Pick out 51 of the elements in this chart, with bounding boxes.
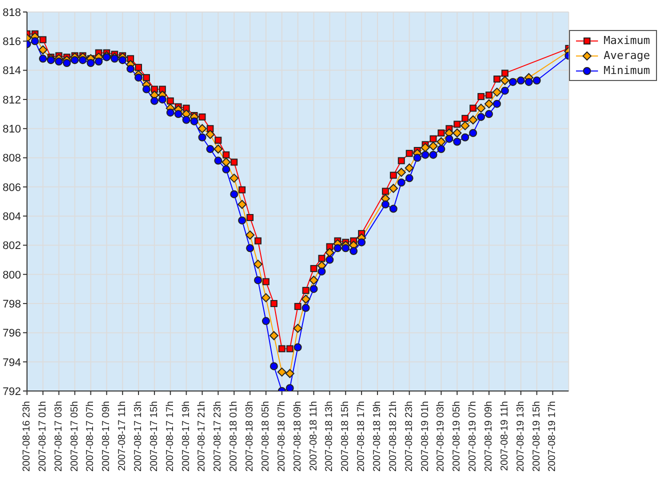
x-tick-label: 2007-08-18 03h <box>244 401 256 472</box>
x-tick-label: 2007-08-19 13h <box>515 401 526 472</box>
x-tick-label: 2007-08-17 13h <box>133 401 144 472</box>
x-tick-label: 2007-08-19 15h <box>531 401 542 472</box>
x-tick-label: 2007-08-19 03h <box>436 401 447 472</box>
x-tick-label: 2007-08-18 11h <box>308 401 320 471</box>
x-tick-label: 2007-08-18 15h <box>340 401 352 472</box>
x-tick-label: 2007-08-18 19h <box>372 401 383 472</box>
y-tick-label: 796 <box>2 328 21 340</box>
x-tick-label: 2007-08-18 09h <box>292 401 304 472</box>
y-tick-label: 792 <box>2 386 21 398</box>
x-tick-label: 2007-08-17 05h <box>69 401 80 472</box>
y-tick-label: 810 <box>2 124 21 136</box>
x-tick-label: 2007-08-17 07h <box>85 401 96 472</box>
y-tick-label: 808 <box>2 152 21 165</box>
x-tick-label: 2007-08-18 01h <box>228 401 240 472</box>
y-tick-label: 816 <box>2 36 21 48</box>
x-tick-label: 2007-08-19 05h <box>452 401 463 472</box>
y-tick-label: 818 <box>2 6 21 19</box>
y-tick-label: 798 <box>2 298 21 310</box>
y-tick-label: 814 <box>2 65 21 78</box>
x-tick-label: 2007-08-18 21h <box>388 401 399 472</box>
x-tick-label: 2007-08-17 09h <box>101 401 112 472</box>
x-tick-label: 2007-08-19 17h <box>547 401 558 472</box>
y-tick-label: 800 <box>2 269 21 282</box>
x-tick-label: 2007-08-17 11h <box>117 401 128 471</box>
y-tick-label: 802 <box>2 240 21 252</box>
x-tick-label: 2007-08-17 17h <box>164 401 176 472</box>
x-tick-label: 2007-08-17 15h <box>148 401 160 472</box>
legend-label: Maximum <box>604 33 650 48</box>
x-tick-label: 2007-08-17 03h <box>53 401 64 472</box>
x-tick-label: 2007-08-19 01h <box>420 401 431 472</box>
x-tick-label: 2007-08-19 07h <box>468 401 479 472</box>
x-tick-label: 2007-08-17 23h <box>212 401 224 472</box>
legend-label: Minimum <box>604 63 650 78</box>
x-tick-label: 2007-08-17 01h <box>37 401 48 472</box>
x-tick-label: 2007-08-18 07h <box>276 401 288 472</box>
y-tick-label: 806 <box>2 182 21 194</box>
y-tick-label: 804 <box>2 210 21 223</box>
x-tick-label: 2007-08-17 21h <box>196 401 208 472</box>
x-tick-label: 2007-08-19 11h <box>499 401 510 471</box>
x-tick-label: 2007-08-17 19h <box>180 401 192 472</box>
legend-label: Average <box>604 48 650 63</box>
x-tick-label: 2007-08-18 23h <box>404 401 415 472</box>
x-tick-label: 2007-08-19 09h <box>483 401 494 472</box>
x-tick-label: 2007-08-18 13h <box>324 401 336 472</box>
x-tick-label: 2007-08-16 23h <box>22 401 32 472</box>
x-tick-label: 2007-08-18 17h <box>356 401 368 472</box>
x-tick-label: 2007-08-18 05h <box>260 401 272 472</box>
y-tick-label: 794 <box>2 356 21 369</box>
y-tick-label: 812 <box>2 94 21 106</box>
